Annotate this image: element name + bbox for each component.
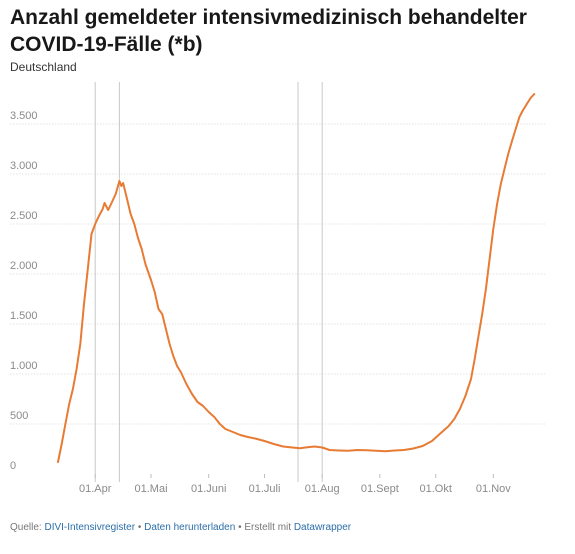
grid-layer [10,123,545,425]
y-tick-label: 2.000 [10,260,38,272]
x-tick-label: 01.Nov [476,483,511,495]
y-tick-label: 3.000 [10,160,38,172]
reference-lines [94,82,323,482]
line-chart: 0 500 1.000 1.500 2.000 2.500 3.000 3.500 01.Ap… [10,82,545,495]
y-tick-label: 1.000 [10,360,38,372]
x-axis: 01.Apr 01.Mai 01.Juni 01.Juli 01.Aug 01.Sept 0… [79,474,511,495]
x-tick-label: 01.Juni [191,483,226,495]
x-tick-label: 01.Mai [135,483,168,495]
y-tick-label: 3.500 [10,110,38,122]
series-line [57,93,536,463]
footer-source-prefix: Quelle: [10,522,45,533]
x-tick-label: 01.Aug [305,483,340,495]
y-tick-label: 0 [10,460,16,472]
series-layer [57,93,536,463]
y-tick-label: 2.500 [10,210,38,222]
x-tick-label: 01.Sept [361,483,399,495]
footer-separator: • [135,522,145,533]
download-data-link[interactable]: Daten herunterladen [144,522,236,533]
chart-subtitle: Deutschland [10,60,77,74]
footer: Quelle: DIVI-Intensivregister • Daten he… [10,522,351,533]
footer-created-with: • Erstellt mit [235,522,294,533]
y-tick-label: 500 [10,410,28,422]
x-tick-label: 01.Juli [249,483,281,495]
x-tick-label: 01.Apr [79,483,112,495]
y-axis: 0 500 1.000 1.500 2.000 2.500 3.000 3.500 [10,110,38,472]
source-link[interactable]: DIVI-Intensivregister [44,522,136,533]
x-tick-label: 01.Okt [419,483,451,495]
datawrapper-link[interactable]: Datawrapper [293,522,352,533]
chart-title: Anzahl gemeldeter intensivmedizinisch be… [10,6,527,56]
y-tick-label: 1.500 [10,310,38,322]
